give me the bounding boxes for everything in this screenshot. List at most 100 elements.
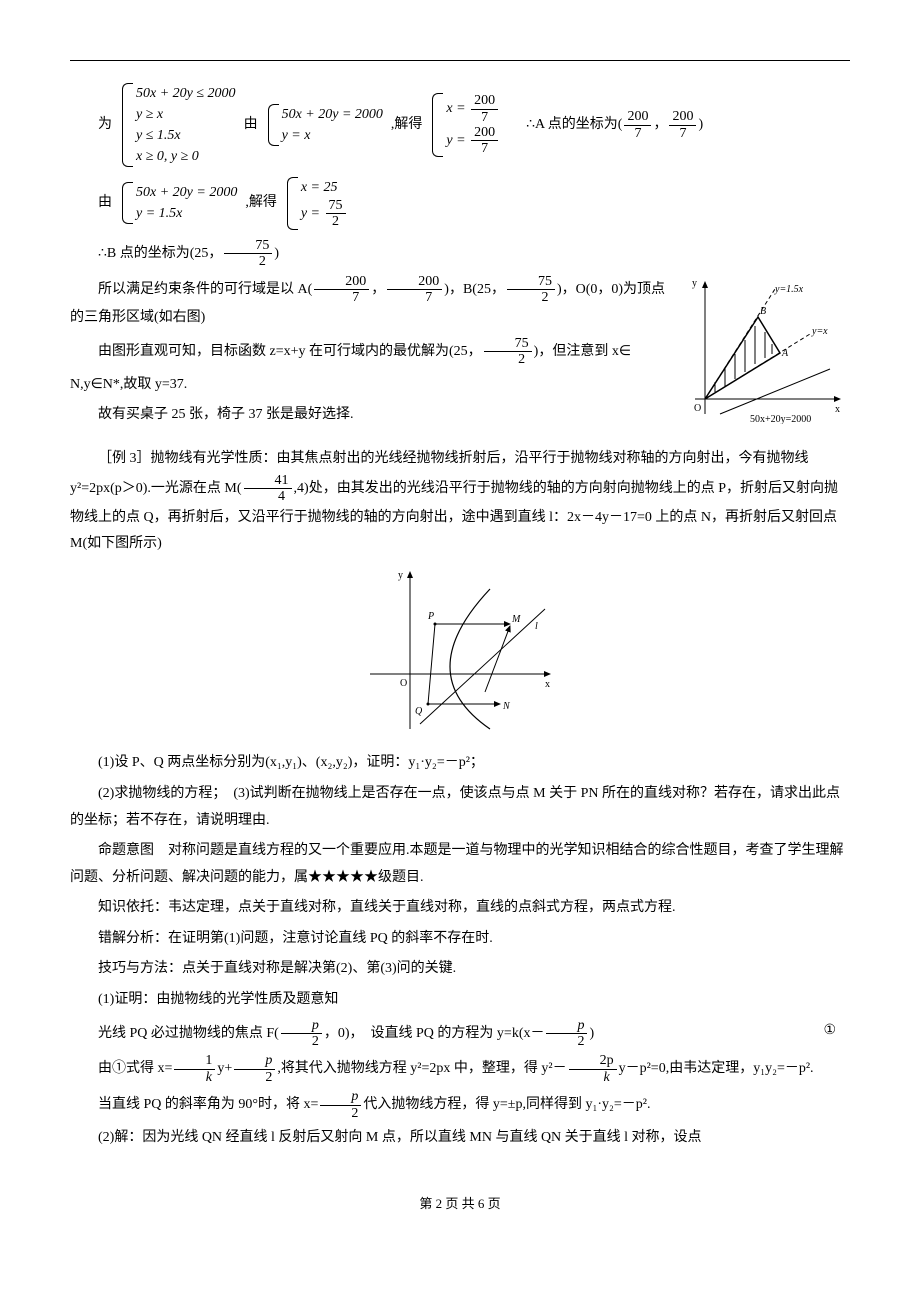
pt-P: P [427, 611, 434, 622]
pr3-t2: 代入抛物线方程，得 y=±p,同样得到 y₁·y₂=－p². [363, 1097, 650, 1112]
pr2-t1: 由①式得 x= [98, 1062, 172, 1077]
pointA-d2: 7 [669, 126, 696, 141]
pr3-t1: 当直线 PQ 的斜率角为 90°时，将 x= [98, 1097, 318, 1112]
sys2: 50x + 20y = 2000 y = x [268, 104, 383, 146]
proof2: 由①式得 x=1ky+p2,将其代入抛物线方程 y²=2px 中，整理，得 y²… [70, 1053, 850, 1085]
feasible-t2: )，B(25， [444, 282, 505, 297]
proof-head: (1)证明：由抛物线的光学性质及题意知 [70, 987, 850, 1014]
pr2-n3: 2p [569, 1053, 617, 1069]
feasible-region-svg: x y O y=x y=1.5x 50x+20y=2000 A B [680, 274, 850, 424]
pr2-t4: y－p²=0,由韦达定理，y₁y₂=－p². [619, 1062, 814, 1077]
sys3-r2-frac: 2007 [471, 125, 498, 157]
constraint-line-label: 50x+20y=2000 [750, 414, 811, 424]
sys4-prefix: 由 [98, 190, 112, 217]
y-axis-label: y [692, 278, 697, 289]
fA-d2: 7 [387, 290, 442, 305]
pr2-d2: 2 [234, 1070, 275, 1085]
pointB-frac: 752 [224, 238, 272, 270]
sys5-r2-lhs: y = [301, 206, 320, 221]
pointA-n1: 200 [624, 109, 651, 125]
opt-t2: )，但注意到 x∈ [534, 344, 631, 359]
opt-d: 2 [484, 352, 532, 367]
sys4-suffix: ,解得 [245, 190, 277, 217]
line-y-eq-x-label: y=x [811, 326, 828, 337]
sys1: 50x + 20y ≤ 2000 y ≥ x y ≤ 1.5x x ≥ 0, y… [122, 83, 236, 167]
line-l-label: l [535, 621, 538, 632]
pointA-prefix: ∴A 点的坐标为( [526, 117, 622, 132]
fA-n2: 200 [387, 274, 442, 290]
sol2: (2)解：因为光线 QN 经直线 l 反射后又射向 M 点，所以直线 MN 与直… [70, 1125, 850, 1152]
tips: 技巧与方法：点关于直线对称是解决第(2)、第(3)问的关键. [70, 956, 850, 983]
feasible-A2: 2007 [387, 274, 442, 306]
sys4-r1: 50x + 20y = 2000 [136, 182, 237, 203]
sys4-row: 由 50x + 20y = 2000 y = 1.5x ,解得 x = 25 y… [70, 175, 850, 232]
fA-n1: 200 [314, 274, 369, 290]
pr2-f2: p2 [234, 1053, 275, 1085]
line-y-eq-1-5x-label: y=1.5x [774, 284, 804, 295]
opt-frac: 752 [484, 336, 532, 368]
pb-y-label: y [398, 570, 403, 581]
pointA-sep: ， [653, 117, 667, 132]
errs: 错解分析：在证明第(1)问题，注意讨论直线 PQ 的斜率不存在时. [70, 926, 850, 953]
sys3-r1-frac: 2007 [471, 93, 498, 125]
sys5-r2: y = 752 [301, 198, 348, 230]
pr2-f1: 1k [174, 1053, 215, 1085]
opt-n: 75 [484, 336, 532, 352]
pr2-d3: k [569, 1070, 617, 1085]
pr1-t3: ) [589, 1026, 594, 1041]
sys5-r2-num: 75 [326, 198, 346, 214]
sys5: x = 25 y = 752 [287, 177, 348, 230]
parabola-svg: x y O l P M Q N [360, 564, 560, 734]
pr1-d2: 2 [546, 1034, 587, 1049]
ex3-n: 41 [244, 473, 292, 489]
pr2-t2: y+ [217, 1062, 232, 1077]
sys2-prefix: 由 [244, 112, 258, 139]
sys3-r1-lhs: x = [446, 101, 465, 116]
sys4-r2: y = 1.5x [136, 203, 237, 224]
intent: 命题意图 对称问题是直线方程的又一个重要应用.本题是一道与物理中的光学知识相结合… [70, 838, 850, 891]
ex3-frac: 414 [244, 473, 292, 505]
proof1: 光线 PQ 必过抛物线的焦点 F(p2，0)， 设直线 PQ 的方程为 y=k(… [70, 1018, 850, 1050]
pr1-f2: p2 [546, 1018, 587, 1050]
pt-M: M [511, 614, 521, 625]
example3-text: ［例 3］抛物线有光学性质：由其焦点射出的光线经抛物线折射后，沿平行于抛物线对称… [70, 446, 850, 558]
point-B-label: B [760, 306, 766, 317]
ex3-d: 4 [244, 489, 292, 504]
sys1-r4: x ≥ 0, y ≥ 0 [136, 146, 236, 167]
pb-origin-label: O [400, 678, 407, 689]
pointA-suffix: ) [698, 117, 703, 132]
pr2-n2: p [234, 1053, 275, 1069]
pr2-t3: ,将其代入抛物线方程 y²=2px 中，整理，得 y²－ [277, 1062, 566, 1077]
pr2-f3: 2pk [569, 1053, 617, 1085]
pointA-n2: 200 [669, 109, 696, 125]
q2: (2)求抛物线的方程； (3)试判断在抛物线上是否存在一点，使该点与点 M 关于… [70, 781, 850, 834]
x-axis-label: x [835, 404, 840, 415]
pointB-num: 75 [224, 238, 272, 254]
pt-N: N [502, 701, 511, 712]
q1: (1)设 P、Q 两点坐标分别为(x₁,y₁)、(x₂,y₂)，证明：y₁·y₂… [70, 750, 850, 777]
pr2-n1: 1 [174, 1053, 215, 1069]
pointB-suffix: ) [274, 246, 279, 261]
sys3-r2-num: 200 [471, 125, 498, 141]
sys3-r2-den: 7 [471, 141, 498, 156]
pr3-d: 2 [320, 1106, 361, 1121]
knowledge: 知识依托：韦达定理，点关于直线对称，直线关于直线对称，直线的点斜式方程，两点式方… [70, 895, 850, 922]
intent-text: 命题意图 对称问题是直线方程的又一个重要应用.本题是一道与物理中的光学知识相结合… [70, 843, 844, 885]
sys4: 50x + 20y = 2000 y = 1.5x [122, 182, 237, 224]
sys3-r2-lhs: y = [446, 133, 465, 148]
sys3-r1-den: 7 [471, 110, 498, 125]
sys1-r1: 50x + 20y ≤ 2000 [136, 83, 236, 104]
pt-Q: Q [415, 706, 423, 717]
eqnum-1: ① [795, 1018, 836, 1045]
feasible-sep: ， [371, 282, 385, 297]
constraint-system-row: 为 50x + 20y ≤ 2000 y ≥ x y ≤ 1.5x x ≥ 0,… [70, 81, 850, 169]
pointA-d1: 7 [624, 126, 651, 141]
pointB-prefix: ∴B 点的坐标为(25， [98, 246, 222, 261]
pr1-f1: p2 [281, 1018, 322, 1050]
sys1-r3: y ≤ 1.5x [136, 125, 236, 146]
feasible-t1: 所以满足约束条件的可行域是以 A( [98, 282, 312, 297]
sys3-r2: y = 2007 [446, 125, 500, 157]
fA-d1: 7 [314, 290, 369, 305]
sys2-r2: y = x [282, 125, 383, 146]
sys5-r1: x = 25 [301, 177, 348, 198]
